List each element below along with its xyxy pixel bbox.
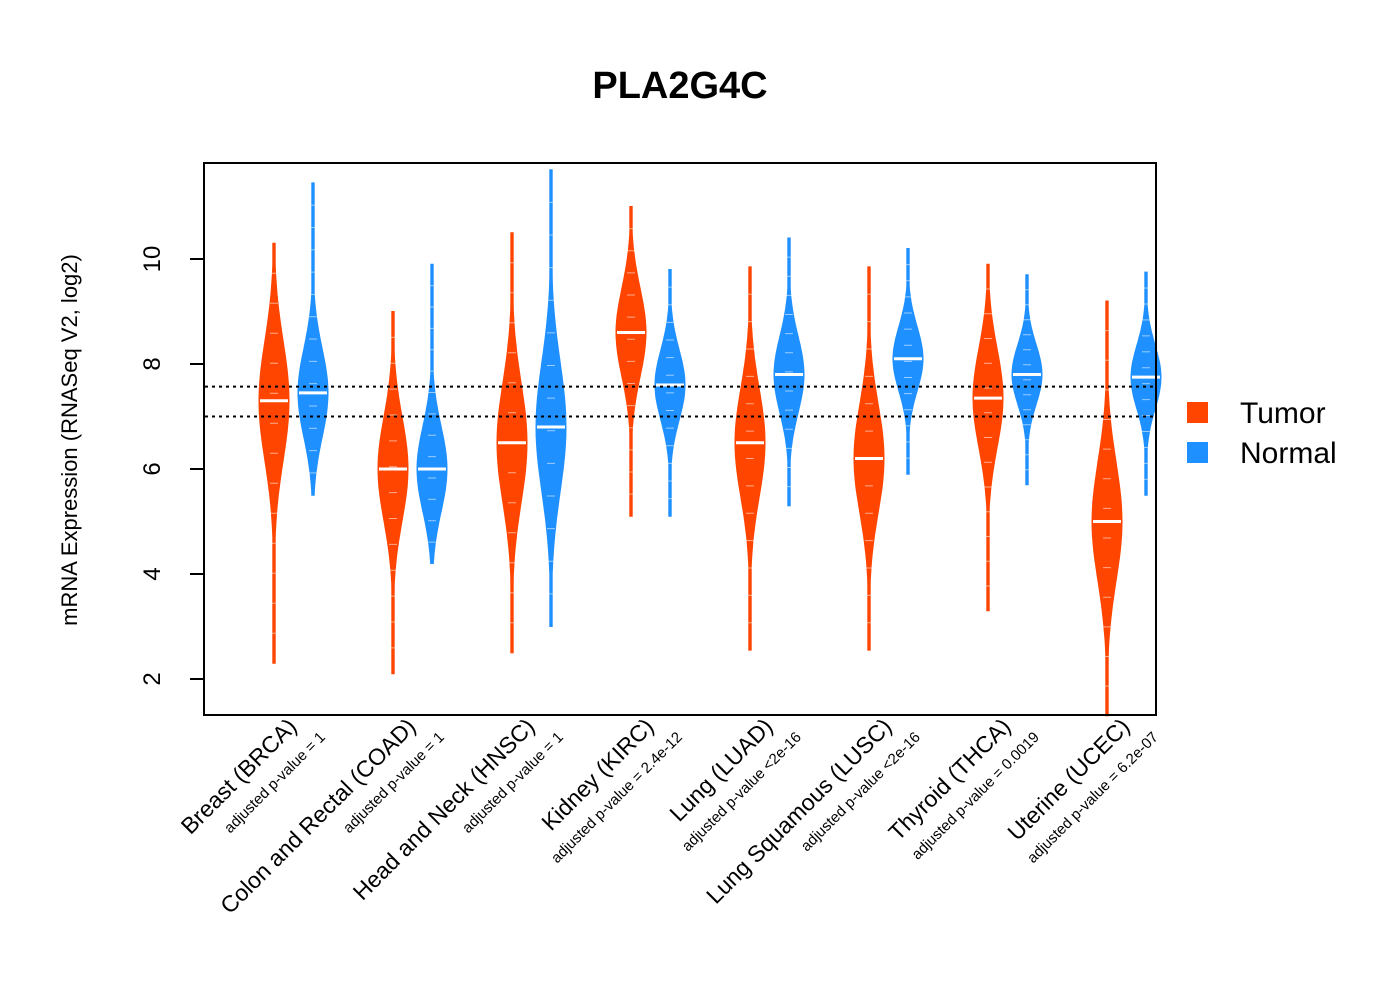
violin-tumor (377, 311, 409, 675)
violin-normal (535, 169, 567, 627)
violin-tumor (258, 242, 290, 664)
violin-tumor (496, 232, 528, 654)
violin-tumor (853, 266, 885, 651)
y-tick-label: 8 (139, 357, 166, 370)
violin-tumor (615, 206, 647, 517)
violin-normal (773, 237, 805, 507)
violin-normal (654, 269, 686, 517)
violin-normal (892, 248, 924, 475)
violin-layer (258, 169, 1162, 717)
y-tick-label: 6 (139, 462, 166, 475)
legend-label-normal: Normal (1240, 437, 1337, 470)
violin-normal (416, 263, 448, 564)
violin-tumor (1091, 300, 1123, 717)
y-tick-label: 10 (139, 246, 166, 273)
plot-frame (203, 162, 1157, 716)
chart-title: PLA2G4C (592, 65, 767, 107)
y-tick-label: 4 (139, 567, 166, 580)
violin-normal (297, 182, 329, 496)
violin-normal (1011, 274, 1043, 486)
legend: Tumor Normal (1187, 397, 1337, 470)
legend-swatch-normal (1187, 442, 1208, 463)
reference-lines (205, 385, 1155, 418)
y-tick-label: 2 (139, 672, 166, 685)
legend-swatch-tumor (1187, 402, 1208, 423)
y-axis: 2 4 6 8 10 (139, 246, 205, 686)
legend-label-tumor: Tumor (1240, 397, 1326, 430)
violin-tumor (972, 263, 1004, 612)
violin-tumor (734, 266, 766, 651)
y-axis-label: mRNA Expression (RNASeq V2, log2) (57, 254, 82, 626)
